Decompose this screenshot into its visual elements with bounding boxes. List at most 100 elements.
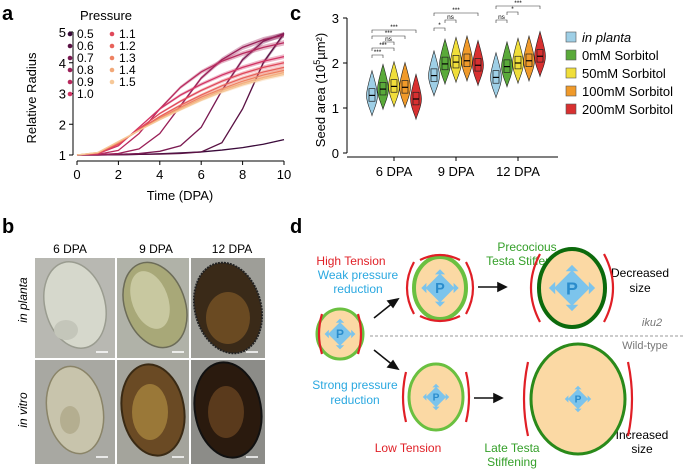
chart-c-x-tick-label: 12 DPA bbox=[496, 164, 540, 179]
chart-c-sig-bracket bbox=[506, 11, 519, 15]
wildtype-label: Wild-type bbox=[622, 340, 668, 352]
chart-c-sig-bracket bbox=[495, 19, 508, 23]
chart-a-y-tick-label: 3 bbox=[59, 87, 66, 102]
tension-arc bbox=[401, 371, 408, 423]
chart-a-legend-marker bbox=[109, 43, 115, 49]
chart-c-sig-label: ns bbox=[498, 14, 506, 21]
embryo-image bbox=[130, 271, 170, 329]
tension-arc bbox=[356, 313, 363, 355]
pressure-arrow-icon bbox=[565, 304, 579, 312]
col-label-9dpa: 9 DPA bbox=[139, 242, 173, 256]
chart-c-legend-label: 50mM Sorbitol bbox=[582, 66, 666, 81]
chart-a-axes: 1 2 3 4 5 0 2 4 6 8 10 bbox=[59, 25, 291, 182]
chart-c-violin bbox=[388, 60, 400, 108]
chart-c-legend-swatch bbox=[565, 31, 577, 43]
pressure-arrow-icon bbox=[434, 269, 446, 275]
pressure-diamond-icon bbox=[425, 386, 447, 408]
chart-a-legend-marker bbox=[67, 91, 73, 97]
decreased-size-label: size bbox=[629, 281, 651, 295]
panel-label-a: a bbox=[2, 3, 14, 25]
chart-c-violin bbox=[366, 69, 378, 117]
strong-pressure-label: Strong pressure bbox=[312, 378, 398, 392]
arrows bbox=[373, 281, 508, 404]
chart-c-sig-label: * bbox=[511, 6, 514, 13]
chart-a-y-tick-label: 2 bbox=[59, 117, 66, 132]
pressure-arrow-icon bbox=[587, 395, 592, 403]
chart-a-legend-label: 1.3 bbox=[119, 51, 136, 65]
seed-cells: P P P P P bbox=[315, 247, 634, 456]
pressure-diamond-icon bbox=[328, 322, 352, 346]
chart-a-ylabel: Relative Radius bbox=[24, 52, 39, 144]
chart-c-violin bbox=[377, 63, 389, 111]
decreased-label: Decreased bbox=[611, 266, 669, 280]
chart-a-legend-marker bbox=[67, 43, 73, 49]
chart-a-xlabel: Time (DPA) bbox=[147, 188, 213, 203]
chart-a-legend-label: 1.5 bbox=[119, 75, 136, 89]
chart-c-sig-label: * bbox=[438, 22, 441, 29]
chart-c-sig-label: *** bbox=[390, 24, 398, 31]
chart-c-sig-label: *** bbox=[379, 42, 387, 49]
row-label-in-vitro: in vitro bbox=[16, 392, 30, 428]
seed-core-image bbox=[206, 292, 250, 344]
pressure-diamond-icon bbox=[567, 388, 589, 410]
pressure-arrow-icon bbox=[565, 264, 579, 272]
chart-c-violin bbox=[428, 49, 440, 97]
chart-c-sig-bracket bbox=[444, 19, 457, 23]
chart-c-significance: ******ns****** *ns***ns**** bbox=[371, 0, 541, 58]
pressure-arrow-icon bbox=[324, 329, 329, 339]
panel-d-schematic: iku2 Wild-type High Tension Precocious T… bbox=[312, 240, 685, 469]
chart-c-legend: in planta 0mM Sorbitol 50mM Sorbitol 100mM … bbox=[565, 30, 673, 117]
pressure-arrow-icon bbox=[422, 393, 427, 401]
chart-c-sig-label: ns bbox=[385, 36, 393, 43]
tension-arc bbox=[317, 313, 324, 355]
tension-arc bbox=[530, 253, 541, 323]
chart-c-legend-label: in planta bbox=[582, 30, 631, 45]
chart-c-axes: 0 1 2 3 6 DPA 9 DPA 12 DPA bbox=[332, 11, 558, 179]
chart-a-legend-marker bbox=[67, 79, 73, 85]
chart-a-x-tick-label: 8 bbox=[239, 167, 246, 182]
pressure-p-label: P bbox=[336, 327, 344, 341]
pressure-arrow-icon bbox=[453, 282, 459, 294]
chart-c-ylabel: Seed area (105µm²) bbox=[312, 33, 328, 147]
chart-c-violin bbox=[439, 38, 451, 86]
chart-a-x-tick-label: 4 bbox=[156, 167, 163, 182]
increased-size-label: size bbox=[631, 442, 653, 456]
chart-c-violin bbox=[410, 73, 422, 121]
chart-c-sig-bracket bbox=[495, 5, 541, 9]
seed-core-image bbox=[208, 386, 244, 438]
chart-a-legend-marker bbox=[67, 67, 73, 73]
chart-a-series-line bbox=[76, 73, 285, 156]
arrowhead-icon bbox=[386, 359, 400, 371]
arrowhead-icon bbox=[493, 392, 504, 404]
chart-c-legend-swatch bbox=[565, 67, 577, 79]
chart-c-violin bbox=[512, 37, 524, 85]
chart-c-y-tick-label: 1 bbox=[332, 101, 339, 116]
chart-a-legend-marker bbox=[109, 55, 115, 61]
chart-c-sig-label: *** bbox=[452, 7, 460, 14]
chart-c-y-tick-label: 3 bbox=[332, 11, 339, 26]
chart-c-violin bbox=[450, 36, 462, 84]
chart-a-legend-label: 1.0 bbox=[77, 87, 94, 101]
chart-a-legend-title: Pressure bbox=[80, 8, 132, 23]
panel-b-micrographs: 6 DPA 9 DPA 12 DPA in planta in vitro bbox=[16, 242, 265, 464]
chart-a-x-tick-label: 10 bbox=[277, 167, 291, 182]
chart-a-y-tick-label: 1 bbox=[59, 148, 66, 163]
chart-a-series-line bbox=[76, 42, 285, 156]
chart-a-legend-marker bbox=[109, 79, 115, 85]
chart-c-sig-bracket bbox=[433, 12, 479, 16]
chart-c-violins bbox=[366, 30, 546, 121]
late-testa-label: Late Testa bbox=[484, 441, 539, 455]
tension-arc bbox=[419, 315, 461, 323]
chart-a-x-tick-label: 0 bbox=[73, 167, 80, 182]
pressure-arrow-icon bbox=[432, 406, 440, 411]
chart-a-series bbox=[76, 32, 285, 156]
pressure-p-label: P bbox=[435, 281, 445, 297]
chart-c-sig-label: ns bbox=[447, 14, 455, 21]
chart-c-legend-swatch bbox=[565, 49, 577, 61]
chart-c-violin bbox=[490, 51, 502, 99]
pressure-arrow-icon bbox=[574, 408, 582, 413]
chart-a-series-line bbox=[76, 55, 285, 156]
pressure-arrow-icon bbox=[434, 301, 446, 307]
row-label-in-planta: in planta bbox=[16, 277, 30, 323]
